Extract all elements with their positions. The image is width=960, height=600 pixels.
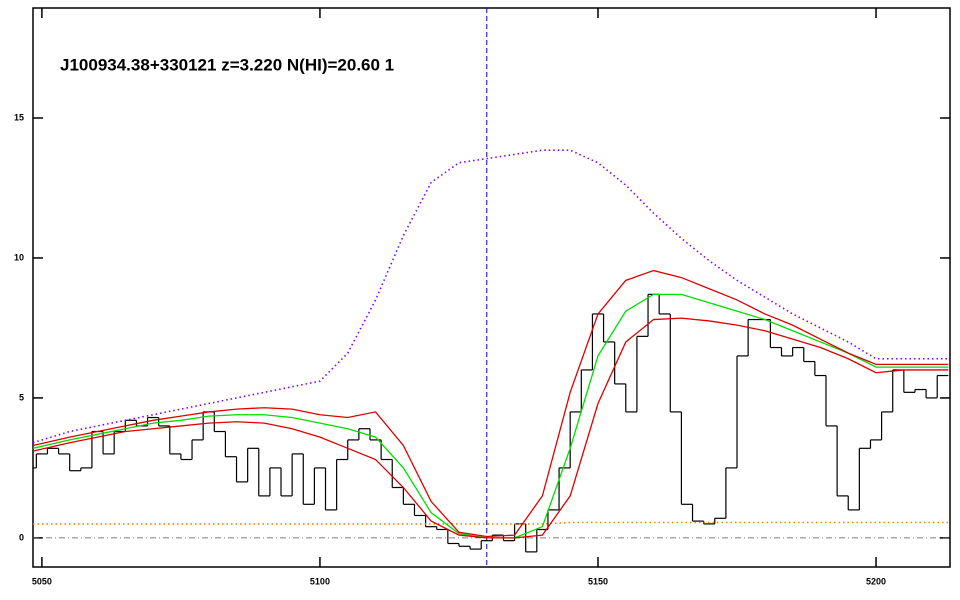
plot-frame [32, 7, 951, 568]
y-tick-label: 0 [19, 532, 24, 542]
chart-title: J100934.38+330121 z=3.220 N(HI)=20.60 1 [60, 55, 394, 74]
y-tick-label: 10 [14, 252, 24, 262]
series-line [32, 293, 949, 539]
y-tick-label: 15 [14, 112, 24, 122]
series-line [32, 149, 949, 444]
series-line [32, 317, 949, 539]
series-line [32, 269, 949, 538]
x-tick-label: 5150 [588, 576, 608, 586]
x-tick-label: 5100 [310, 576, 330, 586]
x-tick-label: 5200 [866, 576, 886, 586]
series-line [33, 521, 949, 525]
y-tick-label: 5 [19, 392, 24, 402]
x-tick-label: 5050 [32, 576, 52, 586]
